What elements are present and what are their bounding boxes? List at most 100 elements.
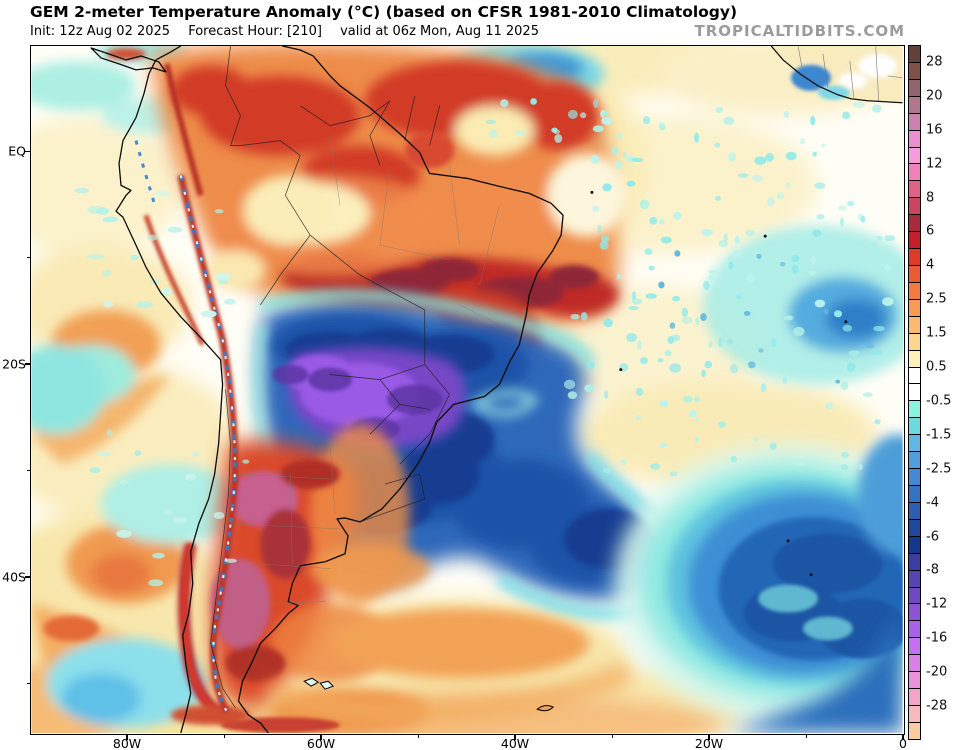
ocean-speckle xyxy=(631,298,643,305)
ocean-speckle xyxy=(567,391,578,399)
colorbar-band xyxy=(909,180,920,198)
ocean-speckle xyxy=(833,310,843,318)
colorbar-band xyxy=(909,112,920,130)
province-borders xyxy=(230,135,500,604)
ocean-speckle xyxy=(626,332,638,343)
ocean-speckle xyxy=(814,299,826,308)
ocean-speckle xyxy=(737,173,749,178)
forecast-hour: Forecast Hour: [210] xyxy=(188,24,322,39)
ocean-speckle xyxy=(631,157,644,162)
lat-label-eq: EQ xyxy=(8,143,26,159)
colorbar-band xyxy=(909,129,920,147)
ocean-speckle xyxy=(599,240,609,250)
ocean-speckle xyxy=(103,300,114,308)
ocean-speckle xyxy=(812,151,818,157)
ocean-speckle xyxy=(793,326,805,337)
ocean-speckle xyxy=(795,461,804,467)
ocean-speckle xyxy=(870,240,877,250)
ocean-speckle xyxy=(553,129,561,135)
ocean-speckle xyxy=(626,180,636,187)
ocean-speckle xyxy=(660,236,672,244)
ocean-speckle xyxy=(488,129,498,139)
colorbar-band xyxy=(909,569,920,587)
ocean-speckle xyxy=(736,294,742,300)
init-time: Init: 12z Aug 02 2025 xyxy=(30,24,171,39)
colorbar-tick-16: 16 xyxy=(926,122,943,138)
ocean-speckle xyxy=(769,442,777,451)
ocean-speckle xyxy=(694,417,700,422)
ocean-speckle xyxy=(753,436,759,442)
lat-minor-tick xyxy=(27,682,30,684)
ocean-speckle xyxy=(835,379,840,384)
ocean-speckle xyxy=(760,383,767,393)
ocean-speckle xyxy=(119,480,129,485)
ocean-speckle xyxy=(649,216,658,225)
colorbar-tick-1.5: 1.5 xyxy=(926,325,947,341)
ocean-speckle xyxy=(615,160,623,170)
ocean-speckle xyxy=(689,410,697,418)
colorbar-tick--4: -4 xyxy=(926,495,939,511)
ocean-speckle xyxy=(163,508,173,515)
ocean-speckle xyxy=(150,279,160,284)
ocean-speckle xyxy=(580,312,588,321)
colorbar-band xyxy=(909,332,920,350)
ocean-speckle xyxy=(708,341,713,348)
ocean-speckle xyxy=(728,152,737,162)
ocean-speckle xyxy=(703,280,710,291)
ocean-speckle xyxy=(858,464,863,471)
ocean-speckle xyxy=(642,116,651,125)
ocean-speckle xyxy=(734,235,740,245)
ocean-speckle xyxy=(838,205,847,211)
ocean-speckle xyxy=(584,384,594,393)
colorbar-band xyxy=(909,468,920,485)
lon-minor-tick xyxy=(223,735,225,738)
colorbar-band xyxy=(909,197,920,215)
ocean-speckle xyxy=(669,363,681,373)
ocean-speckle xyxy=(616,273,622,280)
ocean-speckle xyxy=(846,200,855,207)
colorbar-band xyxy=(909,366,920,384)
ocean-speckle xyxy=(242,459,250,464)
ocean-speckle xyxy=(96,451,111,457)
ocean-speckle xyxy=(868,250,878,260)
ocean-speckle xyxy=(783,111,790,118)
ocean-speckle xyxy=(872,104,882,113)
ocean-speckle xyxy=(808,270,816,276)
ocean-speckle xyxy=(87,253,105,260)
ocean-speckle xyxy=(567,109,578,119)
ocean-speckles xyxy=(74,98,896,587)
colorbar-band xyxy=(909,400,920,418)
small-island-dots xyxy=(590,190,848,577)
ocean-speckle xyxy=(726,338,733,345)
ocean-speckle xyxy=(639,199,650,210)
colorbar-band xyxy=(909,349,920,367)
ocean-speckle xyxy=(718,240,729,248)
ocean-speckle xyxy=(603,318,613,328)
ocean-speckle xyxy=(871,350,884,355)
ocean-speckle xyxy=(130,254,139,261)
colorbar-band xyxy=(909,146,920,164)
ocean-speckle xyxy=(810,115,816,126)
ocean-speckle xyxy=(715,106,724,114)
colorbar-band xyxy=(909,434,920,452)
ocean-speckle xyxy=(840,464,849,471)
ocean-speckle xyxy=(601,235,610,243)
ocean-speckle xyxy=(106,429,113,437)
ocean-speckle xyxy=(779,261,786,267)
ocean-speckle xyxy=(727,255,734,262)
ocean-speckle xyxy=(764,153,775,162)
colorbar-band xyxy=(909,620,920,638)
colorbar-band xyxy=(909,383,920,401)
lon-minor-tick xyxy=(805,735,807,738)
ocean-speckle xyxy=(611,146,618,155)
ocean-speckle xyxy=(659,442,668,448)
ocean-speckle xyxy=(842,324,853,332)
colorbar-tick-6: 6 xyxy=(926,223,935,239)
pacific-anomaly-layer xyxy=(31,60,241,733)
colorbar-band xyxy=(909,231,920,249)
colorbar-band xyxy=(909,501,920,519)
colorbar-tick-12: 12 xyxy=(926,156,943,172)
lon-tick xyxy=(514,735,516,740)
ocean-speckle xyxy=(597,224,602,234)
colorbar-band xyxy=(909,688,920,705)
